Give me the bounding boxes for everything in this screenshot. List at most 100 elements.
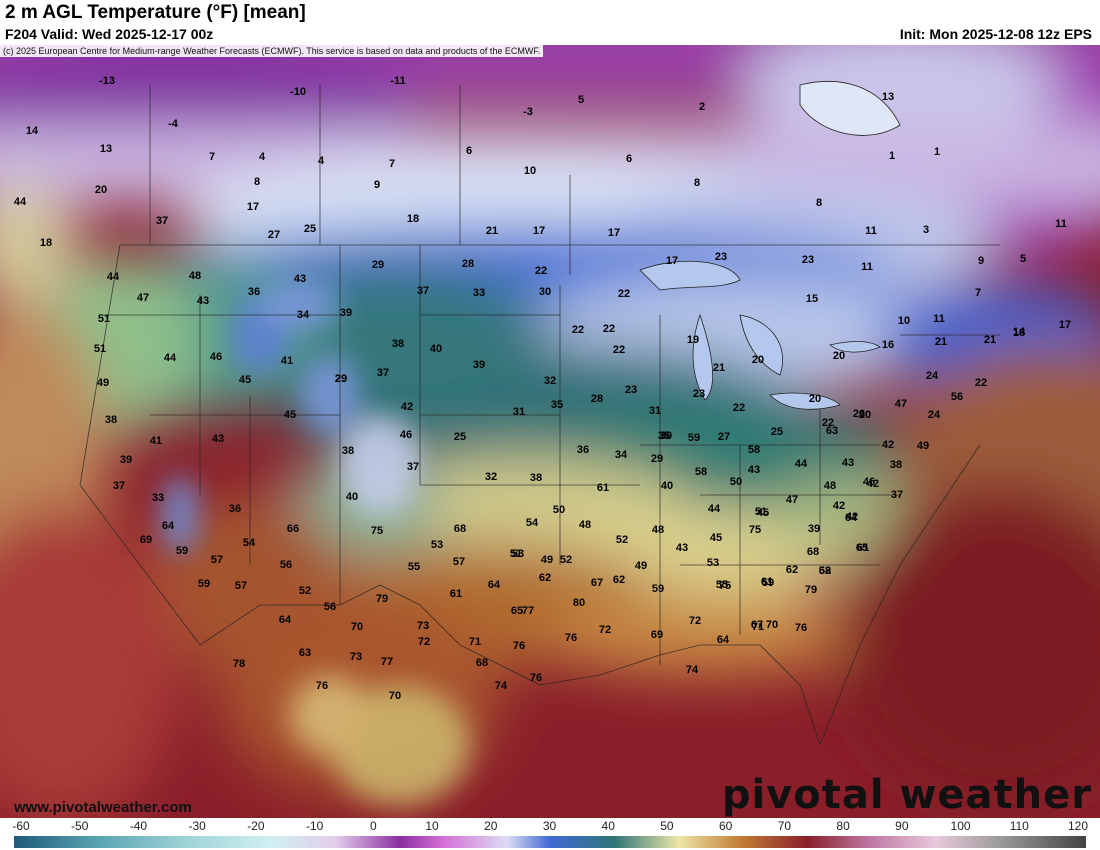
temperature-value-label: 42 xyxy=(866,478,880,490)
temperature-value-label: 14 xyxy=(1012,326,1026,338)
temperature-value-label: 39 xyxy=(807,523,821,535)
temperature-value-label: 47 xyxy=(785,494,799,506)
temperature-value-label: 8 xyxy=(815,197,823,209)
temperature-value-label: 35 xyxy=(657,430,671,442)
temperature-value-label: 37 xyxy=(155,215,169,227)
temperature-value-label: 19 xyxy=(686,334,700,346)
colorbar-tick-label: 110 xyxy=(1009,819,1029,833)
temperature-value-label: 62 xyxy=(818,565,832,577)
temperature-value-label: 61 xyxy=(856,542,870,554)
temperature-value-label: 64 xyxy=(161,520,175,532)
copyright-notice: (c) 2025 European Centre for Medium-rang… xyxy=(0,45,544,57)
temperature-value-label: 17 xyxy=(1058,319,1072,331)
temperature-value-label: 42 xyxy=(832,500,846,512)
temperature-value-label: 20 xyxy=(751,354,765,366)
temperature-value-label: 17 xyxy=(607,227,621,239)
temperature-value-label: 44 xyxy=(707,503,721,515)
temperature-value-label: 67 xyxy=(750,619,764,631)
temperature-value-label: 76 xyxy=(529,672,543,684)
temperature-value-label: 18 xyxy=(39,237,53,249)
temperature-value-label: 43 xyxy=(747,464,761,476)
temperature-value-label: 79 xyxy=(375,593,389,605)
temperature-value-label: 69 xyxy=(650,629,664,641)
colorbar-tick-label: 30 xyxy=(542,819,557,833)
temperature-value-label: 37 xyxy=(376,367,390,379)
temperature-value-label: 24 xyxy=(925,370,939,382)
temperature-value-label: 23 xyxy=(714,251,728,263)
temperature-value-label: 30 xyxy=(659,430,673,442)
temperature-value-label: 33 xyxy=(151,492,165,504)
colorbar-tick-labels: -60 -50 -40 -30 -20 -10 0 10 20 30 40 50 60 70 80 90 100… xyxy=(0,819,1100,835)
colorbar-tick-label: -30 xyxy=(188,819,206,833)
temperature-value-label: 30 xyxy=(538,286,552,298)
temperature-value-label: 43 xyxy=(293,273,307,285)
temperature-value-label: 28 xyxy=(590,393,604,405)
temperature-value-label: 61 xyxy=(760,576,774,588)
temperature-value-label: 44 xyxy=(163,352,177,364)
temperature-value-label: 38 xyxy=(391,338,405,350)
temperature-value-label: 51 xyxy=(754,506,768,518)
temperature-value-label: 69 xyxy=(139,534,153,546)
temperature-value-label: 29 xyxy=(650,453,664,465)
temperature-value-label: 20 xyxy=(858,409,872,421)
temperature-value-label: 11 xyxy=(1055,218,1067,230)
colorbar-tick-label: -60 xyxy=(12,819,30,833)
temperature-value-label: 21 xyxy=(983,334,997,346)
temperature-value-label: 1 xyxy=(888,150,896,162)
temperature-value-label: 23 xyxy=(624,384,638,396)
colorbar-tick-label: -20 xyxy=(247,819,265,833)
temperature-value-label: 56 xyxy=(950,391,964,403)
temperature-value-label: 52 xyxy=(615,534,629,546)
temperature-value-label: 59 xyxy=(197,578,211,590)
temperature-value-label: 7 xyxy=(208,151,216,163)
temperature-value-label: 34 xyxy=(614,449,628,461)
temperature-value-label: 57 xyxy=(234,580,248,592)
temperature-value-label: 5 xyxy=(1019,253,1027,265)
temperature-value-label: 51 xyxy=(97,313,111,325)
temperature-value-label: 1 xyxy=(933,146,941,158)
temperature-map[interactable]: (c) 2025 European Centre for Medium-rang… xyxy=(0,45,1100,818)
temperature-value-label: 44 xyxy=(794,458,808,470)
temperature-value-label: 65 xyxy=(855,542,869,554)
temperature-value-label: 48 xyxy=(188,270,202,282)
temperature-value-label: 46 xyxy=(862,476,876,488)
temperature-value-label: 63 xyxy=(825,425,839,437)
temperature-value-label: 49 xyxy=(916,440,930,452)
temperature-value-label: 20 xyxy=(808,393,822,405)
temperature-value-label: 38 xyxy=(529,472,543,484)
colorbar-tick-label: 40 xyxy=(601,819,615,833)
temperature-value-label: 70 xyxy=(765,619,779,631)
temperature-value-label: 59 xyxy=(175,545,189,557)
temperature-value-label: 17 xyxy=(532,225,546,237)
temperature-value-label: 44 xyxy=(106,271,120,283)
temperature-value-label: 77 xyxy=(521,605,535,617)
temperature-value-label: 31 xyxy=(648,405,662,417)
temperature-value-label: 8 xyxy=(253,176,261,188)
init-time: Init: Mon 2025-12-08 12z EPS xyxy=(899,26,1092,42)
temperature-value-label: 22 xyxy=(617,288,631,300)
temperature-value-label: 39 xyxy=(472,359,486,371)
temperature-value-label: 53 xyxy=(511,548,525,560)
map-title: 2 m AGL Temperature (°F) [mean] xyxy=(5,2,306,23)
temperature-value-label: 5 xyxy=(577,94,585,106)
site-url-link[interactable]: www.pivotalweather.com xyxy=(14,799,192,816)
temperature-value-label: 62 xyxy=(785,564,799,576)
temperature-value-label: 76 xyxy=(315,680,329,692)
temperature-value-label: 43 xyxy=(196,295,210,307)
temperature-value-label: 45 xyxy=(238,374,252,386)
temperature-value-label: 45 xyxy=(283,409,297,421)
temperature-value-label: 48 xyxy=(823,480,837,492)
temperature-value-label: 23 xyxy=(692,388,706,400)
colorbar-tick-label: 70 xyxy=(777,819,792,833)
valid-time: F204 Valid: Wed 2025-12-17 00z xyxy=(5,26,214,42)
temperature-value-label: 39 xyxy=(119,454,133,466)
temperature-value-label: 43 xyxy=(841,457,855,469)
temperature-value-label: 51 xyxy=(93,343,107,355)
temperature-value-label: 22 xyxy=(821,417,835,429)
temperature-value-label: 22 xyxy=(571,324,585,336)
colorbar-tick-label: 0 xyxy=(369,819,377,833)
temperature-value-label: 49 xyxy=(634,560,648,572)
temperature-value-label: 22 xyxy=(732,402,746,414)
temperature-value-label: 29 xyxy=(334,373,348,385)
temperature-value-label: 26 xyxy=(852,408,866,420)
